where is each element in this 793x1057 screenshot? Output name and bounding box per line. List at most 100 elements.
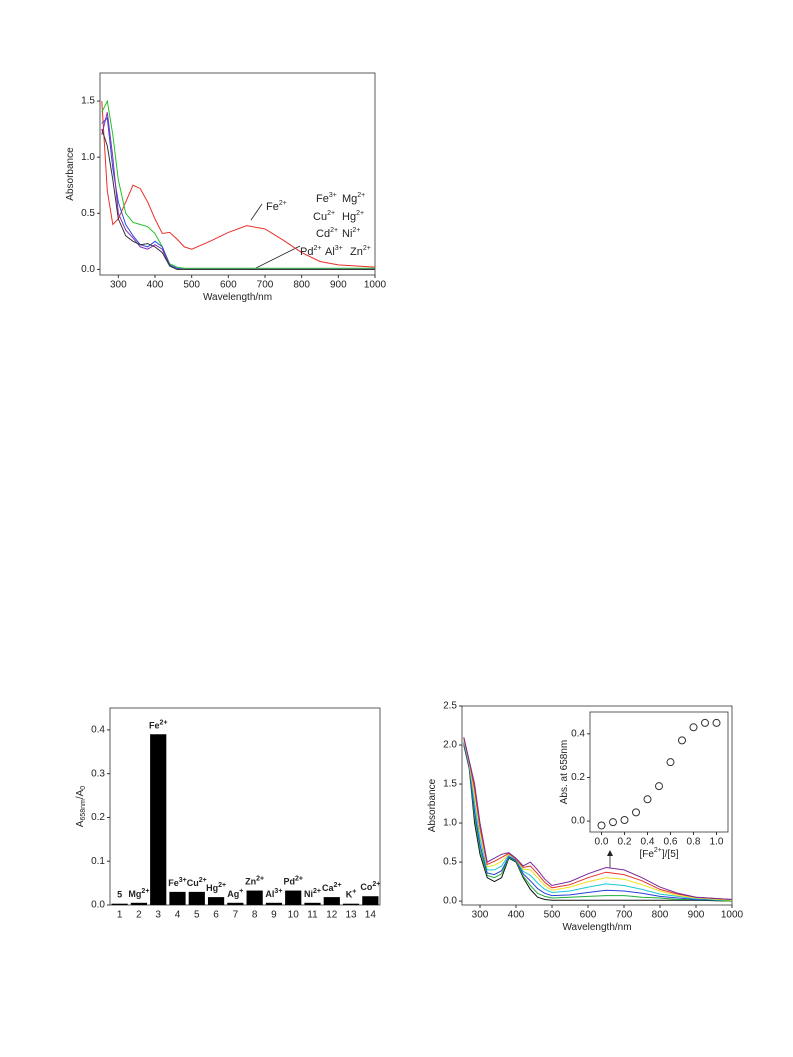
text-segment: Pd [300,246,313,258]
arrow [255,245,301,269]
text-segment: + [239,888,243,895]
y-tick-label: 0.0 [91,900,105,911]
y-tick-label: 0.2 [91,812,105,823]
arrow [250,203,263,221]
spectrum-line [463,739,733,901]
x-tick-label: 1000 [364,280,387,291]
y-axis-label: Abs. at 658nm [559,740,570,804]
data-point [666,758,675,767]
bar-label: Mg2+ [128,888,149,899]
plot-frame [461,705,733,906]
bar [207,897,225,905]
x-tick-label: 300 [472,910,489,921]
text-segment: 2+ [356,210,364,217]
text-segment: Fe [168,878,179,888]
x-tick-label: 500 [544,910,561,921]
x-tick-label: 5 [194,910,200,921]
x-tick-label: 3 [155,910,161,921]
text-segment: Absorbance [427,778,438,832]
bar [246,890,263,905]
bar [188,891,205,905]
y-tick-label: 0.1 [91,856,105,867]
text-segment: [Fe [639,849,654,860]
x-axis-label: Wavelength/nm [562,922,631,933]
text-segment: 2+ [218,882,226,889]
text-segment: 2+ [256,876,264,883]
bar-label: Pd2+ [283,876,303,887]
x-tick-label: 800 [293,280,310,291]
bar [130,902,148,905]
text-segment: Wavelength/nm [203,292,272,303]
x-tick-label: 600 [580,910,597,921]
bar [323,897,340,905]
bar-label: 5 [117,890,122,900]
plot-frame [99,72,376,276]
spectrum-line [101,128,375,270]
text-segment: Wavelength/nm [562,922,631,933]
y-tick-label: 2.5 [443,701,457,712]
text-segment: Mg [128,889,141,899]
bar-label: Co2+ [360,882,380,893]
text-segment: Cd [316,228,330,240]
x-tick-label: 0.2 [618,837,632,848]
spectrum-line [101,101,376,268]
x-tick-label: 0.0 [595,837,609,848]
x-tick-label: 14 [365,910,377,921]
spectrum-line [463,740,733,901]
text-segment: 3+ [329,192,337,199]
text-segment: Fe [316,193,329,205]
data-point [643,795,652,804]
spectrum-line [463,743,733,902]
x-tick-label: 600 [220,280,237,291]
data-point [609,818,617,827]
text-segment: 2+ [363,245,371,252]
text-segment: Pd [283,877,295,887]
x-tick-label: 0.4 [641,837,655,848]
x-tick-label: 6 [213,910,219,921]
y-tick-label: 1.5 [443,779,457,790]
y-tick-label: 1.0 [443,818,457,829]
x-tick-label: 8 [252,910,258,921]
x-tick-label: 12 [326,910,338,921]
data-point [620,816,629,824]
text-segment: Ca [322,883,334,893]
x-axis-label: Wavelength/nm [203,292,272,303]
text-segment: Cu [313,211,327,223]
bar [304,902,321,905]
y-tick-label: 1.0 [81,152,95,163]
bar-label: Fe2+ [149,720,168,731]
annotation: Ni2+ [342,227,360,240]
bar [150,734,167,905]
x-tick-label: 900 [330,280,347,291]
x-tick-label: 2 [136,910,142,921]
text-segment: 3+ [335,245,343,252]
plot-frame [109,707,381,906]
annotation: Al3+ [325,245,343,258]
text-segment: /A [75,789,86,799]
y-axis-label: A658nm/A0 [75,786,88,828]
text-segment: 2+ [313,245,321,252]
spectrum-line [101,99,375,269]
text-segment: 2+ [330,227,338,234]
text-segment: 3+ [274,888,282,895]
bar [342,903,360,905]
bar-label: Ni2+ [304,888,321,899]
text-segment: 5 [117,890,122,900]
text-segment: Ni [342,228,352,240]
annotation: Cu2+ [313,210,335,223]
text-segment: 0 [80,786,87,790]
text-segment: Ag [227,889,239,899]
x-tick-label: 900 [688,910,705,921]
spectrum-line [463,737,733,900]
bar-label: Cu2+ [187,877,207,888]
text-segment: Co [360,883,372,893]
text-segment: 658nm [80,799,87,821]
y-tick-label: 0.5 [443,857,457,868]
x-tick-label: 700 [616,910,633,921]
y-tick-label: 2.0 [443,740,457,751]
text-segment: Fe [149,721,160,731]
text-segment: 2+ [313,888,321,895]
y-tick-label: 0.4 [91,725,105,736]
